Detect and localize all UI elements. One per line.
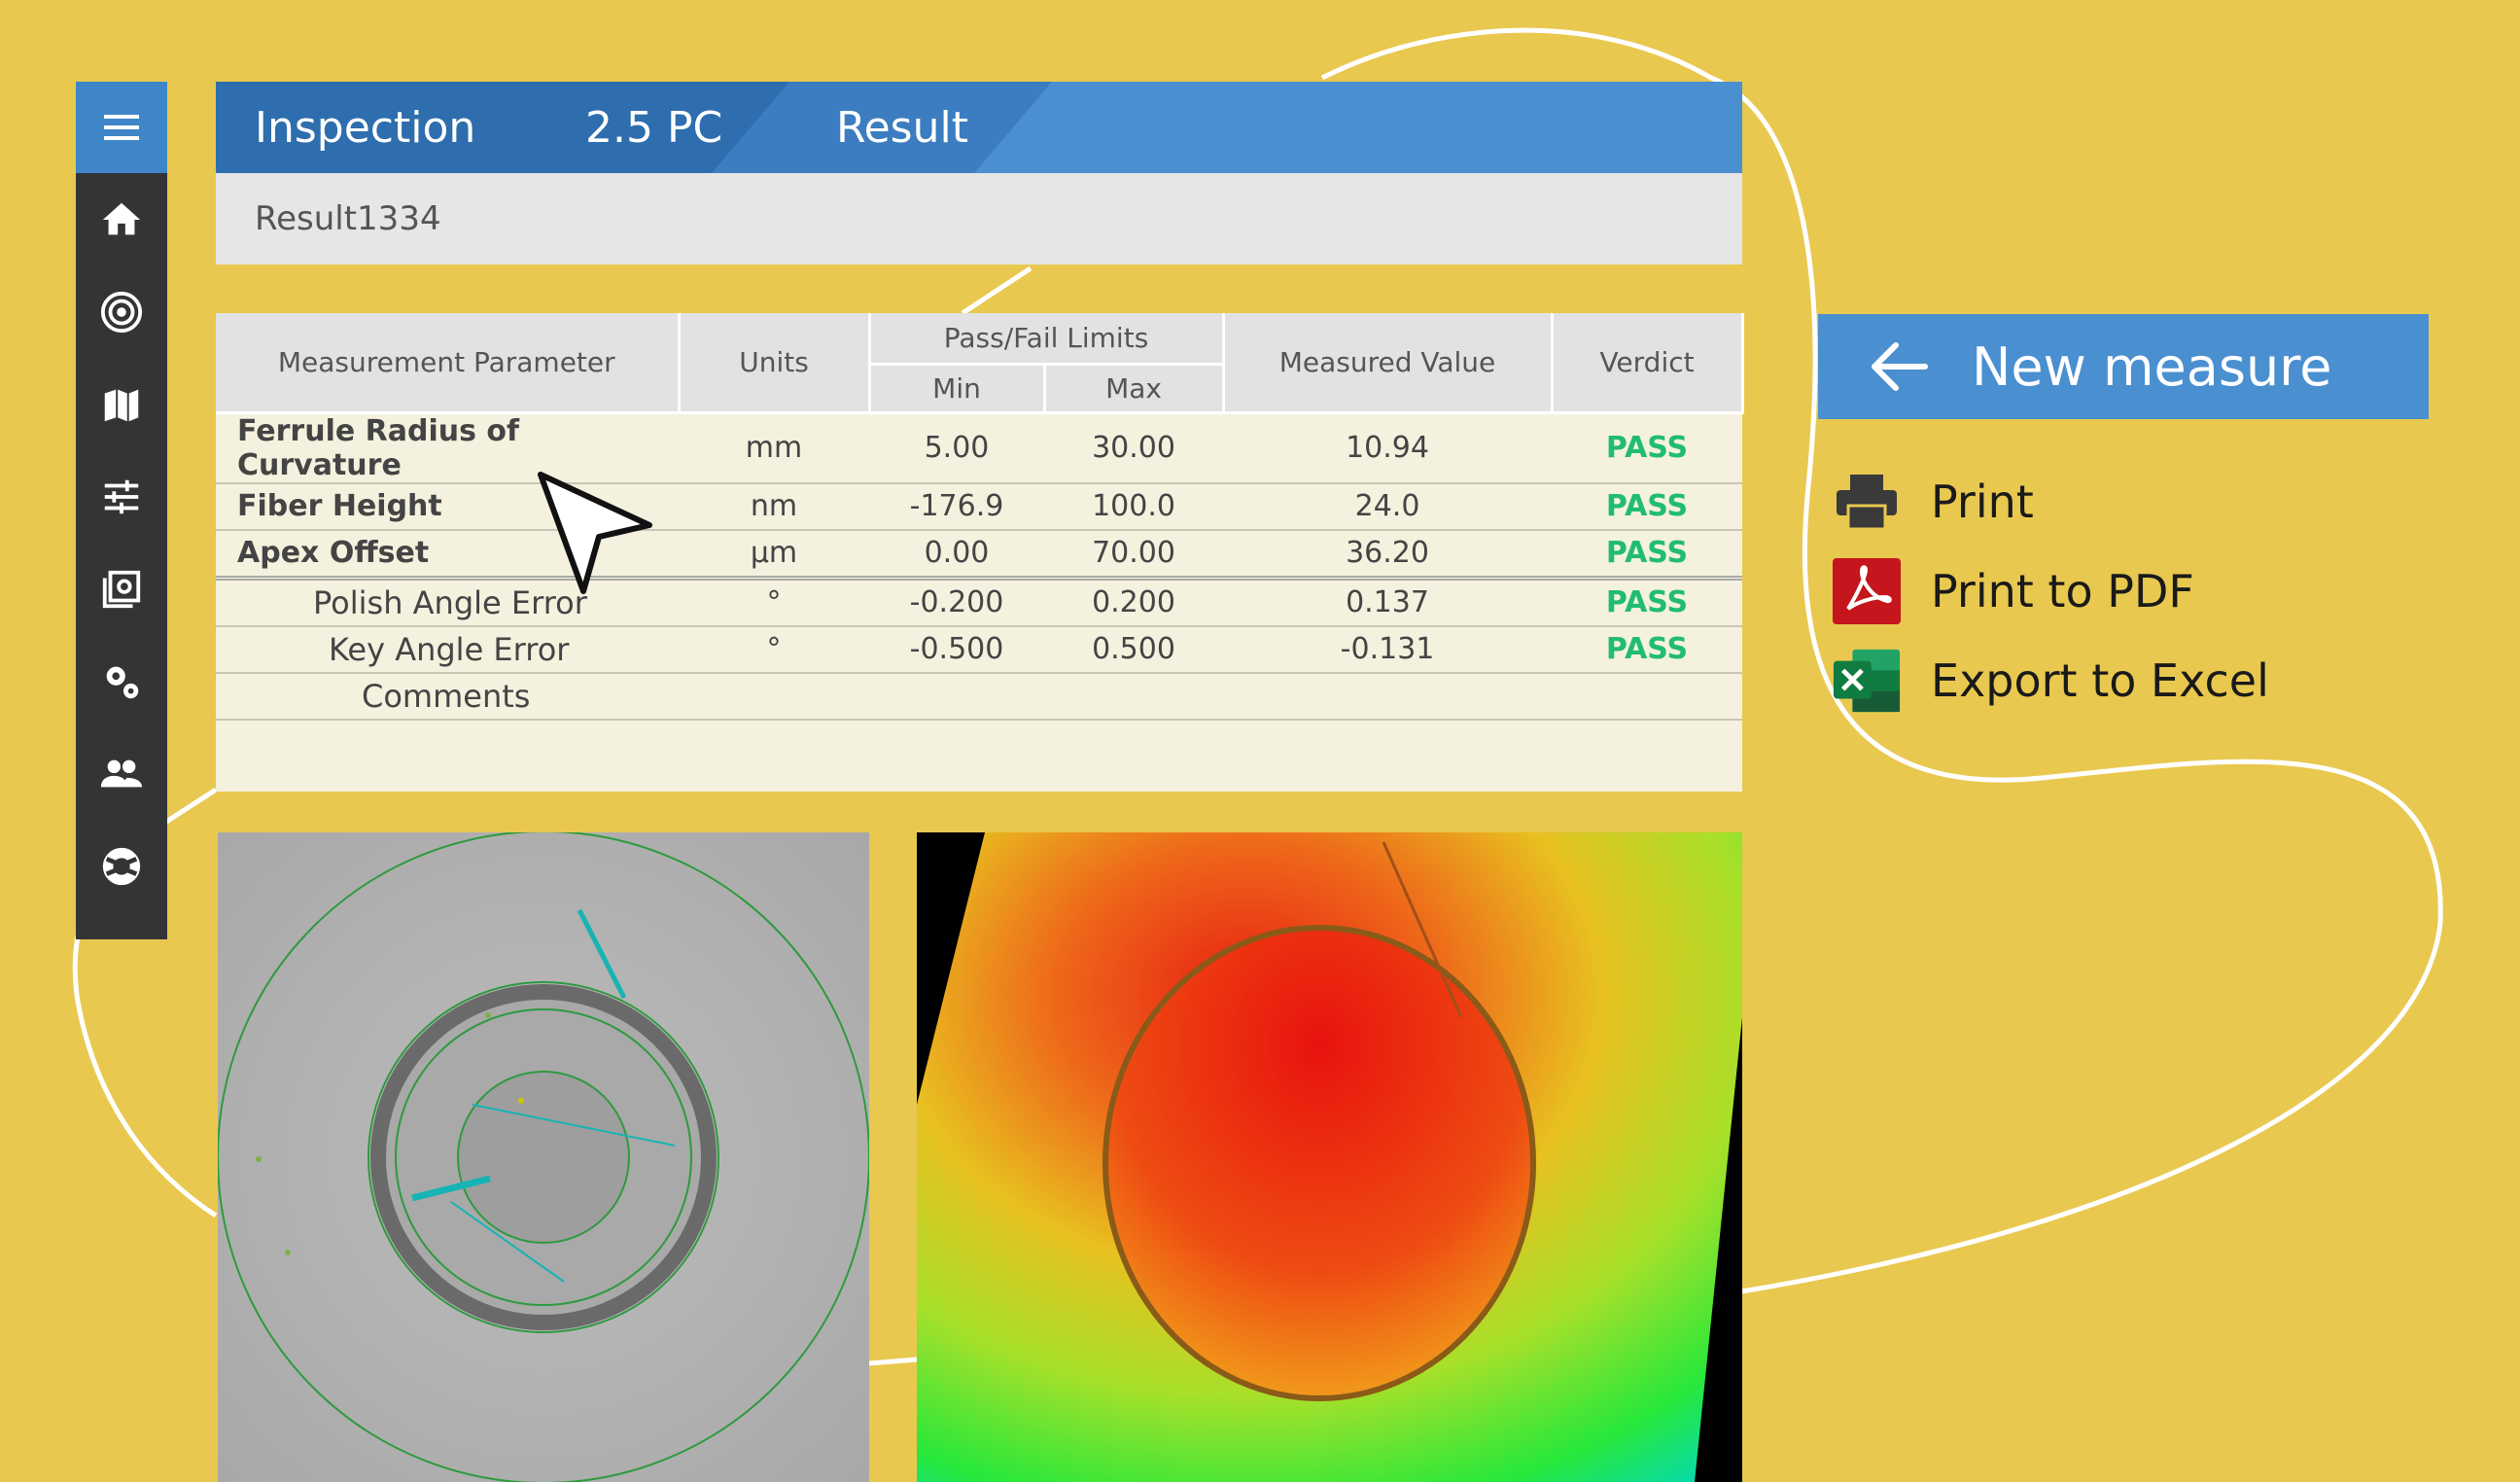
sidebar-item-map[interactable] [76,358,167,450]
row-max: 30.00 [1044,412,1224,484]
comments-label: Comments [216,672,1743,721]
breadcrumb-inspection[interactable]: Inspection [255,102,476,153]
gears-icon [106,666,139,698]
row-measured: 36.20 [1223,529,1553,581]
row-max: 0.500 [1044,625,1224,674]
new-measure-label: New measure [1972,335,2332,398]
row-parameter: Key Angle Error [216,625,679,674]
home-icon [102,202,141,234]
fiber-endface-image [218,832,869,1482]
header-measured: Measured Value [1223,313,1554,414]
row-parameter: Polish Angle Error [216,578,679,627]
arrow-left-icon [1867,339,1929,394]
row-measured: 0.137 [1223,578,1553,627]
row-verdict: PASS [1552,482,1743,531]
table-row: Apex Offset µm 0.00 70.00 36.20 PASS [216,529,1743,581]
row-units: µm [679,529,869,581]
sidebar [76,82,167,939]
breadcrumb-segment-bg [216,82,789,173]
menu-button[interactable] [76,82,167,173]
header-units: Units [679,313,871,414]
print-to-pdf-label: Print to PDF [1931,565,2194,618]
header-min: Min [869,364,1046,414]
3d-height-map-image [917,832,1742,1482]
row-max: 0.200 [1044,578,1224,627]
sidebar-item-users[interactable] [76,727,167,820]
cursor-arrow-icon [538,472,652,594]
lifebuoy-icon [102,847,141,885]
table-row: Key Angle Error ° -0.500 0.500 -0.131 PA… [216,625,1743,674]
sidebar-item-system[interactable] [76,635,167,727]
table-row: Ferrule Radius of Curvature mm 5.00 30.0… [216,412,1743,484]
row-units: nm [679,482,869,531]
breadcrumb-result[interactable]: Result [836,102,968,153]
export-to-excel-button[interactable]: Export to Excel [1832,646,2269,716]
sidebar-item-home[interactable] [76,173,167,265]
sidebar-item-gallery[interactable] [76,543,167,635]
result-name: Result1334 [255,199,441,238]
sidebar-item-settings[interactable] [76,450,167,543]
results-table: Measurement Parameter Units Pass/Fail Li… [216,313,1744,792]
breadcrumb-2-5-pc[interactable]: 2.5 PC [585,102,723,153]
row-measured: 24.0 [1223,482,1553,531]
row-verdict: PASS [1552,412,1743,484]
sidebar-item-target[interactable] [76,265,167,358]
header-max: Max [1044,364,1225,414]
row-measured: 10.94 [1223,412,1553,484]
header-verdict: Verdict [1552,313,1744,414]
row-parameter: Ferrule Radius of Curvature [216,412,679,484]
table-row: Fiber Height nm -176.9 100.0 24.0 PASS [216,482,1743,531]
sidebar-item-help[interactable] [76,820,167,912]
row-min: 5.00 [869,412,1044,484]
comments-row[interactable]: Comments [216,672,1743,721]
pdf-icon [1832,556,1902,626]
row-min: 0.00 [869,529,1044,581]
row-units: mm [679,412,869,484]
breadcrumb: Inspection 2.5 PC Result [216,82,1742,173]
gallery-icon [102,570,141,608]
print-button[interactable]: Print [1832,467,2034,537]
row-max: 100.0 [1044,482,1224,531]
row-min: -176.9 [869,482,1044,531]
row-verdict: PASS [1552,625,1743,674]
export-to-excel-label: Export to Excel [1931,654,2269,707]
row-max: 70.00 [1044,529,1224,581]
sliders-icon [104,479,139,513]
row-verdict: PASS [1552,529,1743,581]
new-measure-button[interactable]: New measure [1818,314,2429,419]
users-icon [100,759,143,787]
printer-icon [1832,467,1902,537]
result-title-bar: Result1334 [216,173,1742,265]
header-parameter: Measurement Parameter [216,313,681,414]
table-row: Polish Angle Error ° -0.200 0.200 0.137 … [216,578,1743,627]
row-units: ° [679,578,869,627]
row-units: ° [679,625,869,674]
row-measured: -0.131 [1223,625,1553,674]
print-label: Print [1931,476,2034,528]
header-limits: Pass/Fail Limits [869,313,1225,366]
excel-icon [1832,646,1902,716]
menu-icon [104,115,139,140]
row-min: -0.500 [869,625,1044,674]
target-icon [100,291,143,333]
row-min: -0.200 [869,578,1044,627]
print-to-pdf-button[interactable]: Print to PDF [1832,556,2194,626]
map-icon [104,389,139,421]
row-verdict: PASS [1552,578,1743,627]
